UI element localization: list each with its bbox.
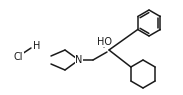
Text: HO: HO bbox=[97, 37, 112, 47]
Text: Cl: Cl bbox=[14, 52, 23, 62]
Text: N: N bbox=[75, 55, 83, 65]
Text: H: H bbox=[33, 41, 40, 51]
